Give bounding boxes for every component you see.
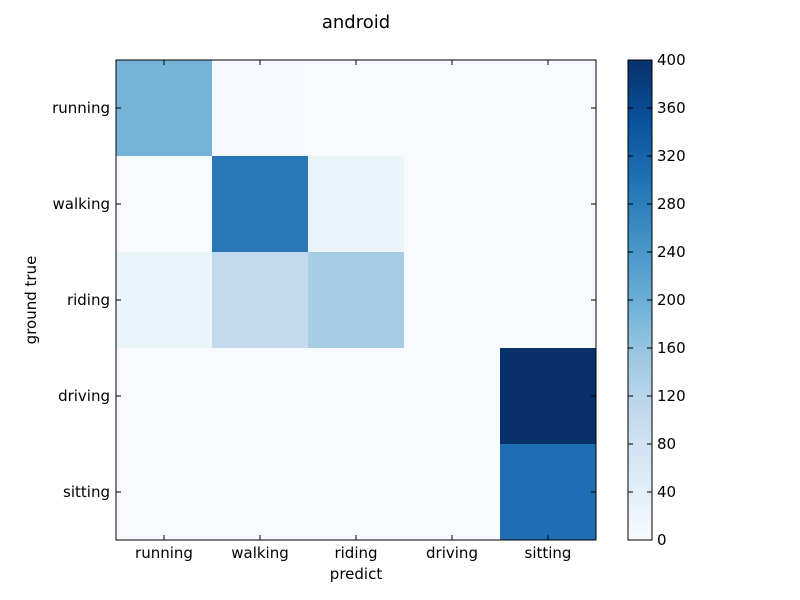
heatmap-cell bbox=[116, 348, 212, 444]
heatmap-cell bbox=[212, 156, 308, 252]
heatmap-cell bbox=[404, 444, 500, 540]
heatmap-cell bbox=[500, 252, 596, 348]
heatmap-cell bbox=[116, 444, 212, 540]
heatmap-cell bbox=[500, 444, 596, 540]
colorbar-tick-label: 40 bbox=[657, 483, 676, 501]
heatmap-cell bbox=[212, 60, 308, 156]
x-axis-ticks: running walking riding driving sitting bbox=[135, 60, 571, 562]
heatmap-cell bbox=[308, 444, 404, 540]
heatmap-cell bbox=[500, 60, 596, 156]
heatmap-cell bbox=[500, 156, 596, 252]
heatmap-cell bbox=[404, 156, 500, 252]
colorbar-ticks: 0 40 80 120 160 200 240 280 320 360 400 bbox=[628, 51, 686, 549]
colorbar-tick-label: 360 bbox=[657, 99, 686, 117]
heatmap-cell bbox=[308, 252, 404, 348]
y-tick-label: walking bbox=[52, 195, 110, 213]
x-tick-label: running bbox=[135, 544, 193, 562]
y-tick-label: sitting bbox=[63, 483, 110, 501]
heatmap-cell bbox=[404, 348, 500, 444]
heatmap-cell bbox=[404, 252, 500, 348]
heatmap-cell bbox=[116, 60, 212, 156]
y-tick-label: driving bbox=[58, 387, 110, 405]
heatmap-cell bbox=[116, 252, 212, 348]
chart-title: android bbox=[322, 12, 390, 33]
y-axis-ticks: running walking riding driving sitting bbox=[52, 99, 596, 501]
x-axis-label: predict bbox=[330, 565, 383, 583]
colorbar-tick-label: 0 bbox=[657, 531, 667, 549]
colorbar-tick-label: 400 bbox=[657, 51, 686, 69]
heatmap-cell bbox=[308, 60, 404, 156]
x-tick-label: walking bbox=[231, 544, 289, 562]
heatmap-cell bbox=[212, 444, 308, 540]
colorbar-tick-label: 200 bbox=[657, 291, 686, 309]
heatmap-cell bbox=[116, 156, 212, 252]
colorbar: 0 40 80 120 160 200 240 280 320 360 400 bbox=[627, 51, 686, 549]
heatmap-cell bbox=[500, 348, 596, 444]
heatmap-cell bbox=[212, 348, 308, 444]
colorbar-tick-label: 80 bbox=[657, 435, 676, 453]
colorbar-tick-label: 160 bbox=[657, 339, 686, 357]
colorbar-tick-label: 280 bbox=[657, 195, 686, 213]
colorbar-tick-label: 320 bbox=[657, 147, 686, 165]
y-tick-label: running bbox=[52, 99, 110, 117]
y-tick-label: riding bbox=[67, 291, 110, 309]
heatmap-cell bbox=[212, 252, 308, 348]
heatmap-cell bbox=[308, 348, 404, 444]
heatmap-cell bbox=[404, 60, 500, 156]
x-tick-label: sitting bbox=[525, 544, 572, 562]
colorbar-tick-label: 120 bbox=[657, 387, 686, 405]
y-axis-label: ground true bbox=[22, 256, 40, 345]
heatmap-cells bbox=[116, 60, 596, 540]
heatmap-cell bbox=[308, 156, 404, 252]
colorbar-tick-label: 240 bbox=[657, 243, 686, 261]
x-tick-label: riding bbox=[334, 544, 377, 562]
x-tick-label: driving bbox=[426, 544, 478, 562]
